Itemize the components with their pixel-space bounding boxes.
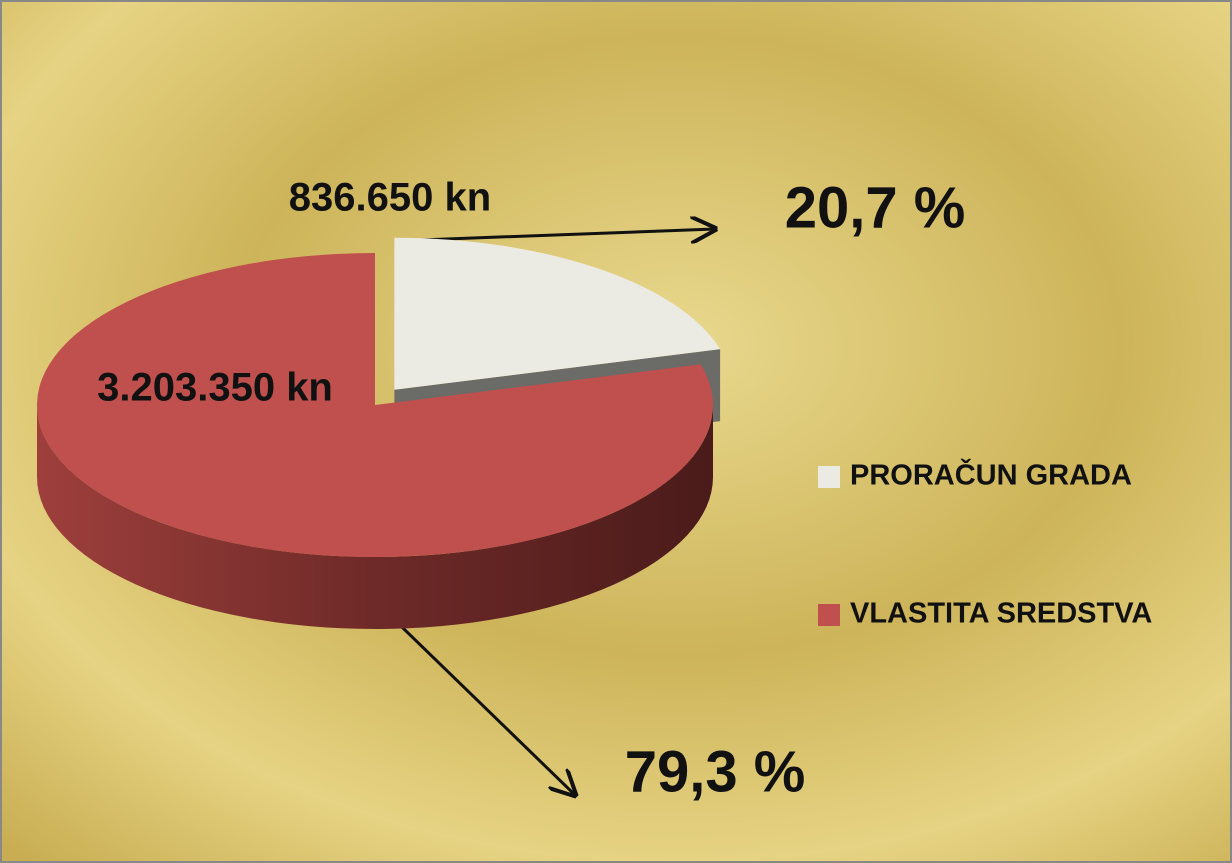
legend-label: VLASTITA SREDSTVA: [850, 598, 1152, 630]
legend-swatch: [818, 466, 840, 488]
slice: [36, 253, 713, 557]
legend-swatch: [818, 604, 840, 626]
slice-wall: [37, 405, 713, 629]
value-label: 79,3 %: [625, 739, 806, 804]
amount-label: 836.650 kn: [289, 176, 491, 220]
amount-label: 3.203.350 kn: [97, 366, 333, 410]
value-label: 20,7 %: [785, 175, 966, 240]
arrow: [370, 596, 575, 795]
arrow: [419, 229, 715, 240]
slice: [394, 237, 721, 390]
legend-label: PRORAČUN GRADA: [850, 458, 1132, 492]
